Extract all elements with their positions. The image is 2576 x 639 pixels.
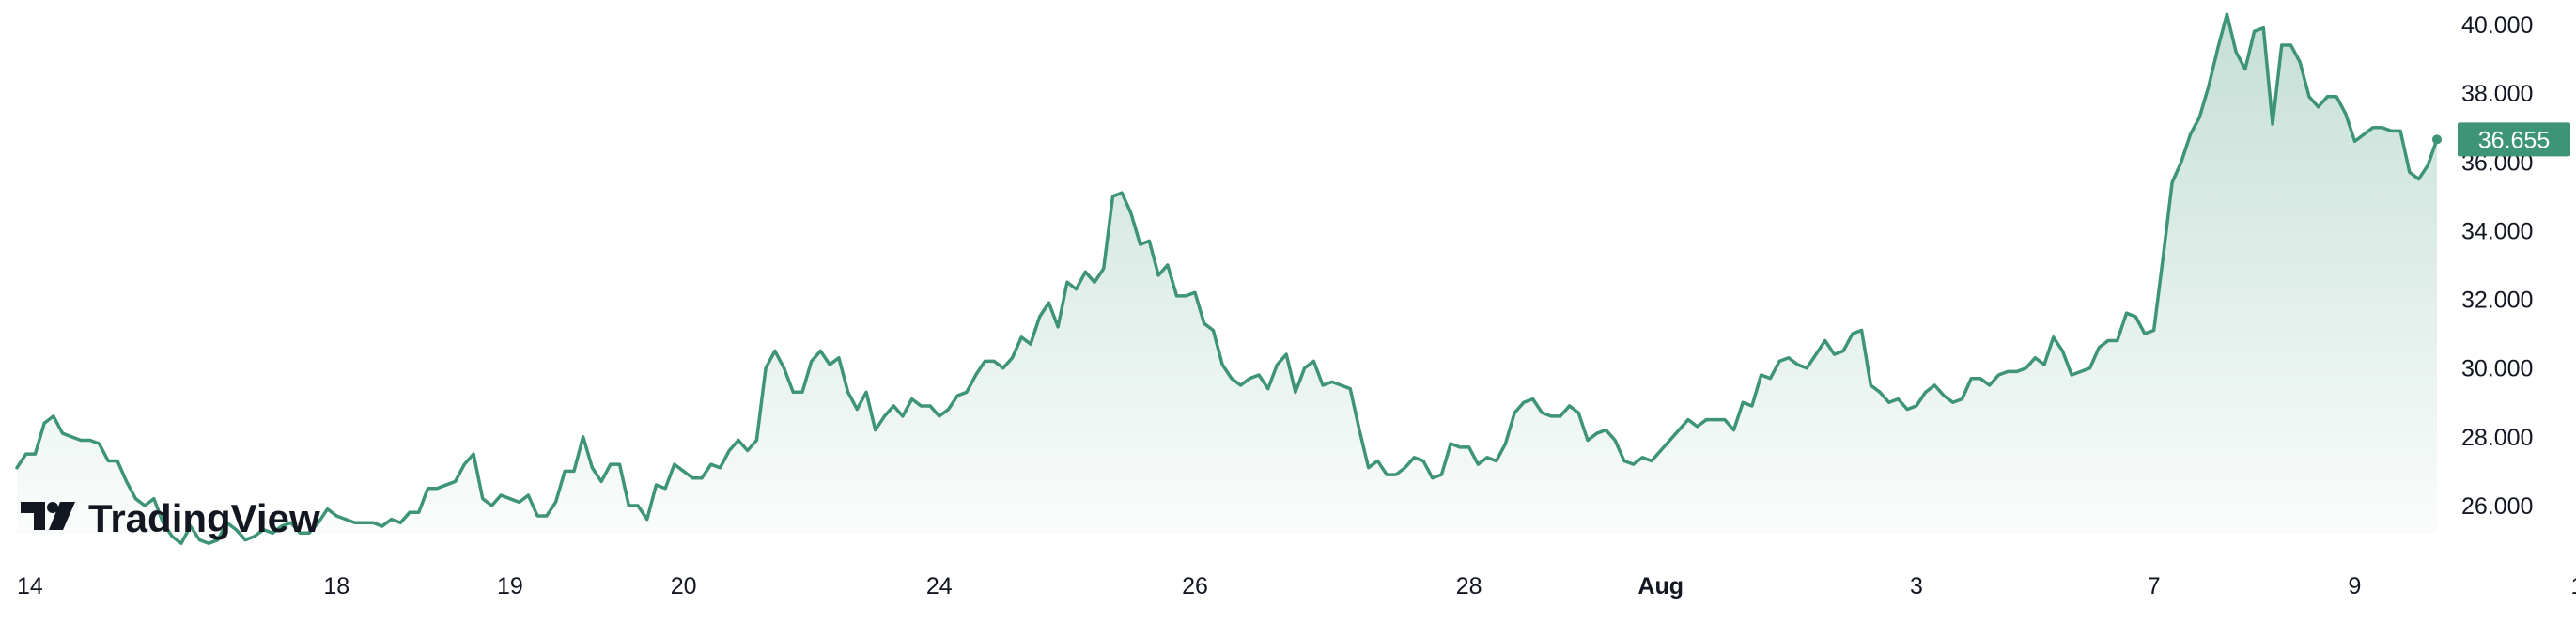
y-tick-label: 26.000	[2461, 493, 2533, 520]
series-line[interactable]	[15, 12, 2439, 545]
x-tick-label: 24	[926, 573, 953, 600]
y-tick-label: 30.000	[2461, 356, 2533, 382]
y-tick-label: 32.000	[2461, 288, 2533, 314]
series-area-fill	[17, 14, 2437, 544]
x-tick-label: 14	[17, 573, 43, 600]
x-tick-label: 26	[1182, 573, 1208, 600]
x-axis: 14 18 19 20 24 26 28 Aug 3 7 9 11	[17, 573, 2576, 600]
x-tick-label: 7	[2148, 573, 2161, 600]
x-tick-label: 28	[1456, 573, 1482, 600]
x-tick-label: 20	[671, 573, 697, 600]
y-tick-label: 38.000	[2461, 81, 2533, 107]
x-tick-label: Aug	[1637, 573, 1684, 600]
y-tick-label: 34.000	[2461, 218, 2533, 244]
x-tick-label: 3	[1910, 573, 1923, 600]
tradingview-logo-icon	[21, 502, 75, 530]
x-tick-label: 9	[2349, 573, 2362, 600]
y-tick-label: 40.000	[2461, 12, 2533, 39]
last-price-tag: 36.655	[2458, 122, 2570, 157]
tradingview-logo[interactable]: TradingView	[21, 496, 320, 540]
x-tick-label: 18	[323, 573, 349, 600]
y-axis: 26.00028.00030.00032.00034.00036.00038.0…	[2461, 12, 2533, 520]
last-price-tag-background	[2458, 122, 2570, 157]
tradingview-logo-text: TradingView	[88, 496, 320, 540]
y-tick-label: 28.000	[2461, 425, 2533, 451]
last-price-dot	[2432, 134, 2442, 145]
x-tick-label: 19	[497, 573, 523, 600]
last-price-label: 36.655	[2478, 127, 2550, 153]
x-tick-label: 11	[2571, 573, 2576, 600]
